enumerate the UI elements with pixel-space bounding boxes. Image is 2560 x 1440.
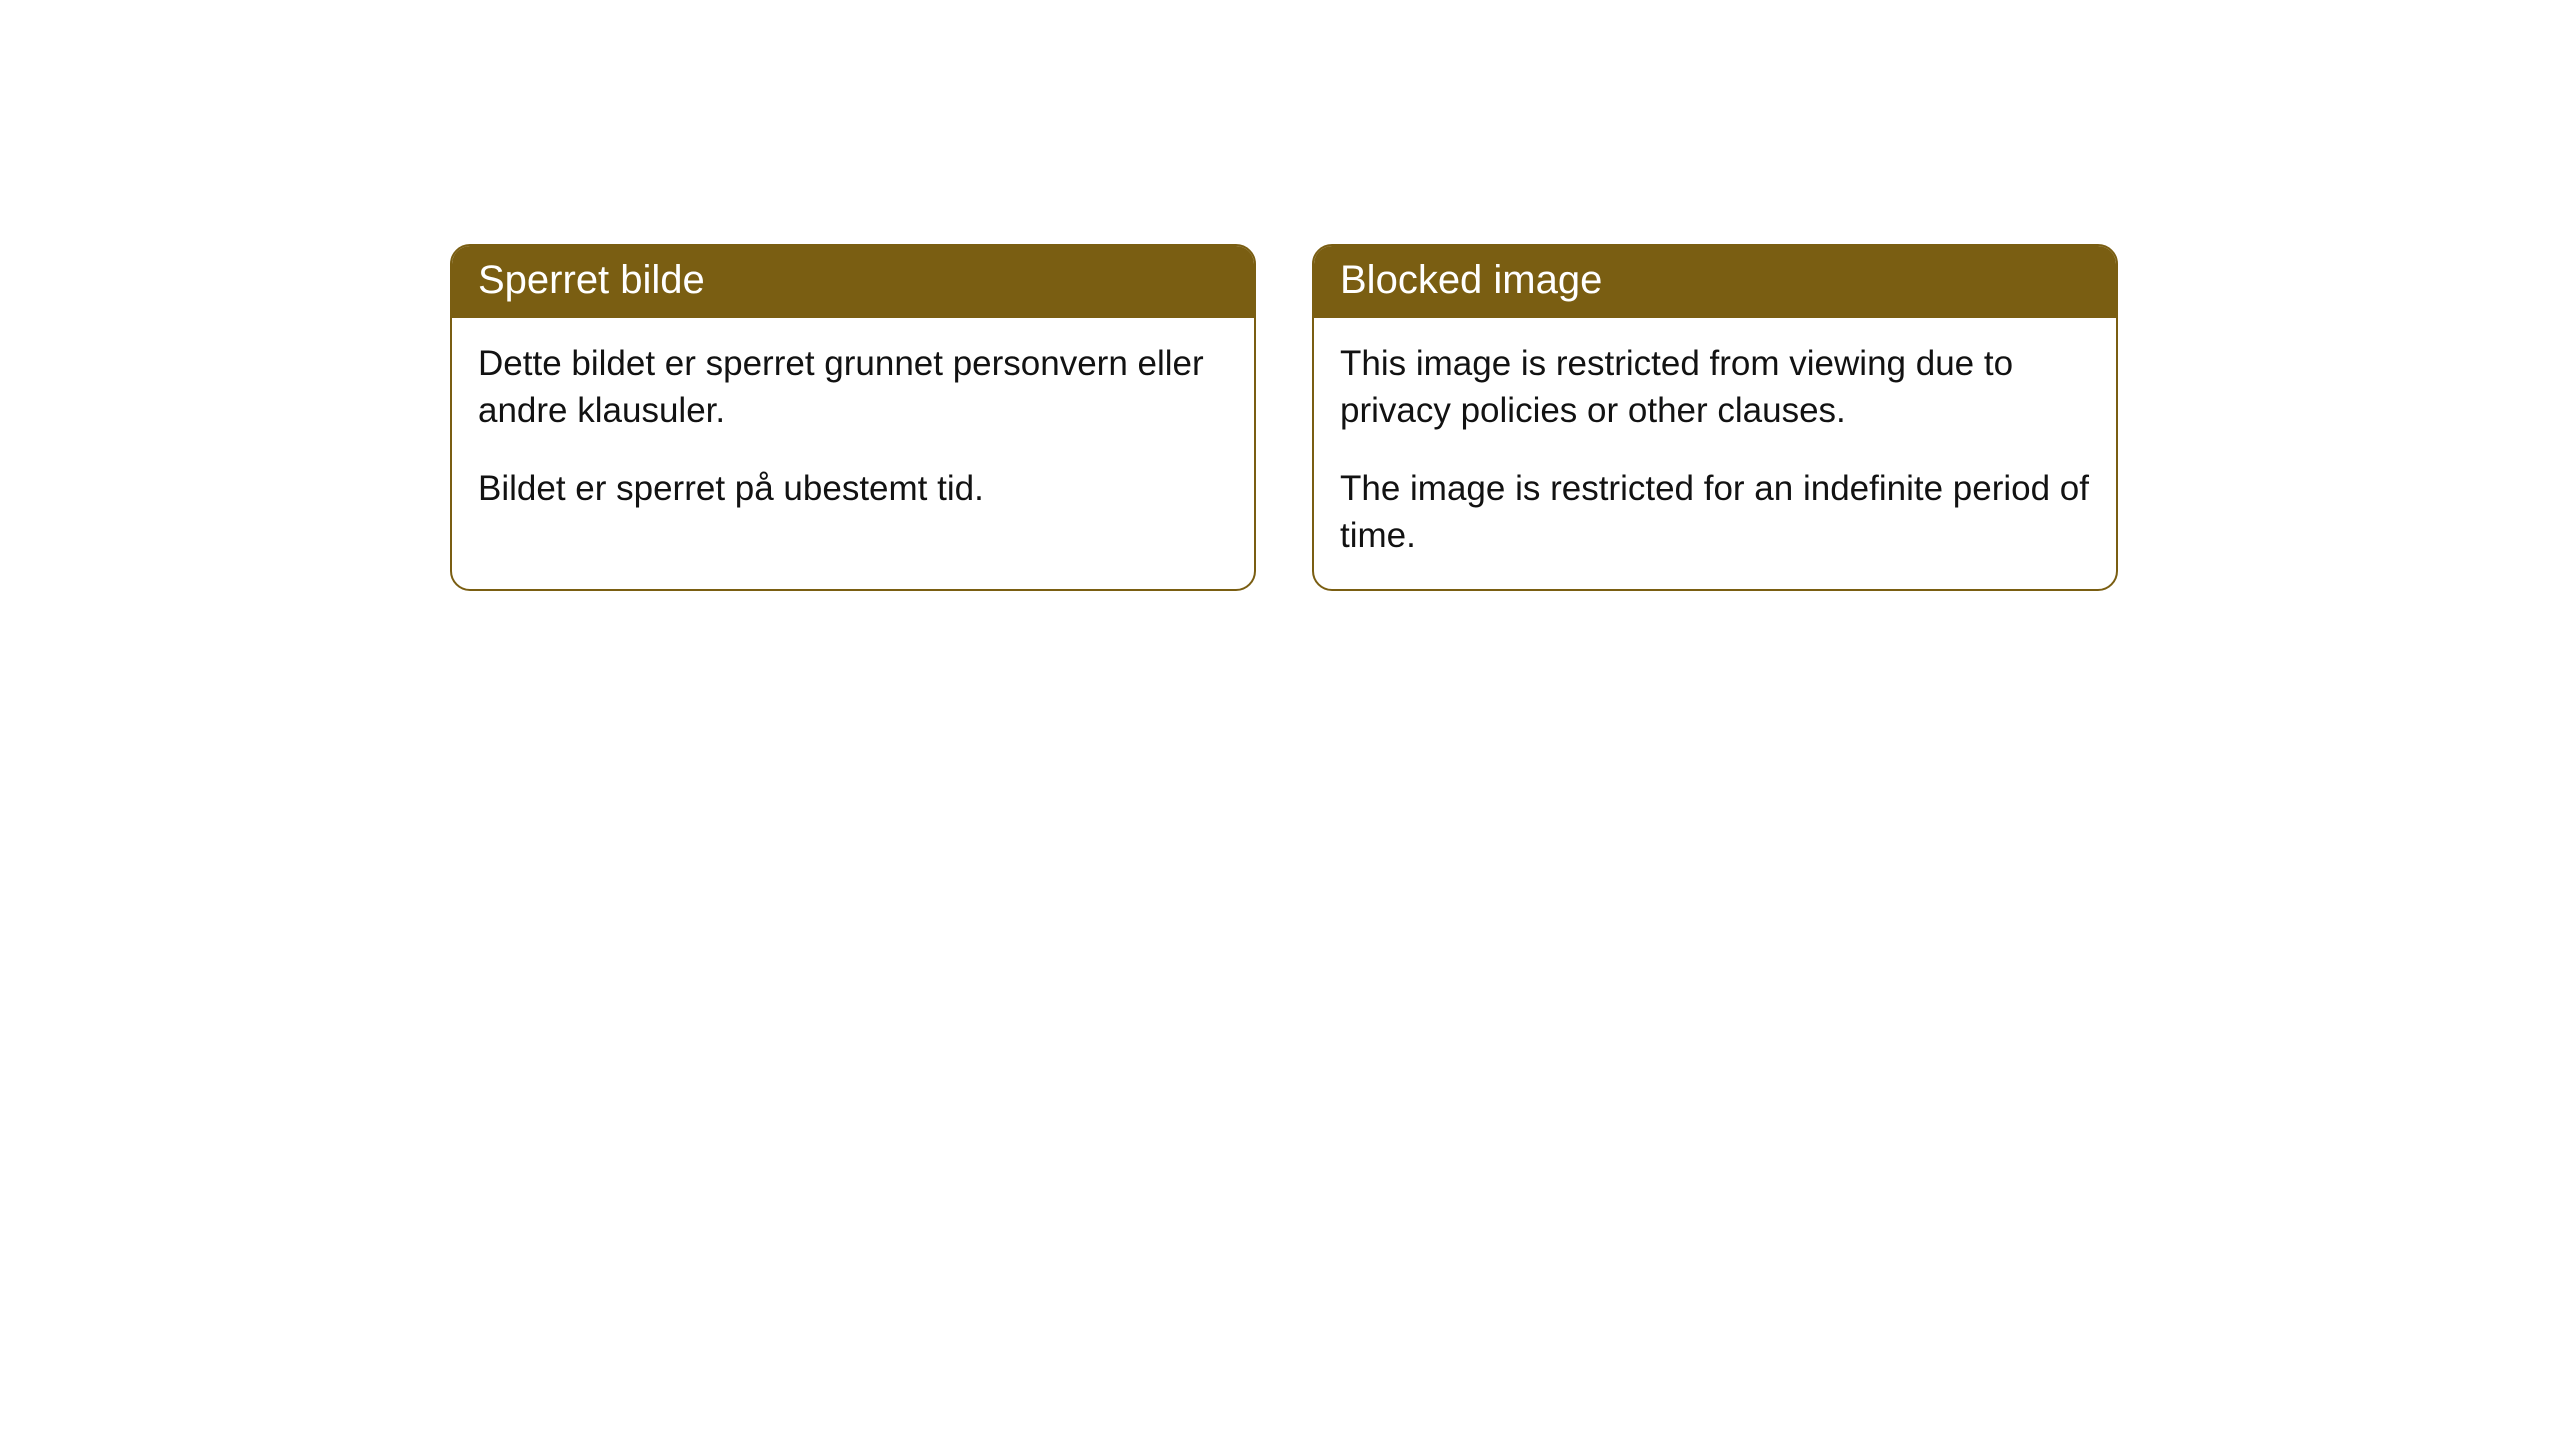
card-body-norwegian: Dette bildet er sperret grunnet personve… — [452, 318, 1254, 542]
card-body-english: This image is restricted from viewing du… — [1314, 318, 2116, 589]
notice-card-norwegian: Sperret bilde Dette bildet er sperret gr… — [450, 244, 1256, 591]
card-text-paragraph: Dette bildet er sperret grunnet personve… — [478, 340, 1228, 435]
card-header-norwegian: Sperret bilde — [452, 246, 1254, 318]
card-text-paragraph: The image is restricted for an indefinit… — [1340, 465, 2090, 560]
card-text-paragraph: Bildet er sperret på ubestemt tid. — [478, 465, 1228, 512]
notice-card-english: Blocked image This image is restricted f… — [1312, 244, 2118, 591]
card-header-english: Blocked image — [1314, 246, 2116, 318]
card-text-paragraph: This image is restricted from viewing du… — [1340, 340, 2090, 435]
card-title: Sperret bilde — [478, 258, 705, 302]
cards-container: Sperret bilde Dette bildet er sperret gr… — [0, 0, 2560, 591]
card-title: Blocked image — [1340, 258, 1602, 302]
